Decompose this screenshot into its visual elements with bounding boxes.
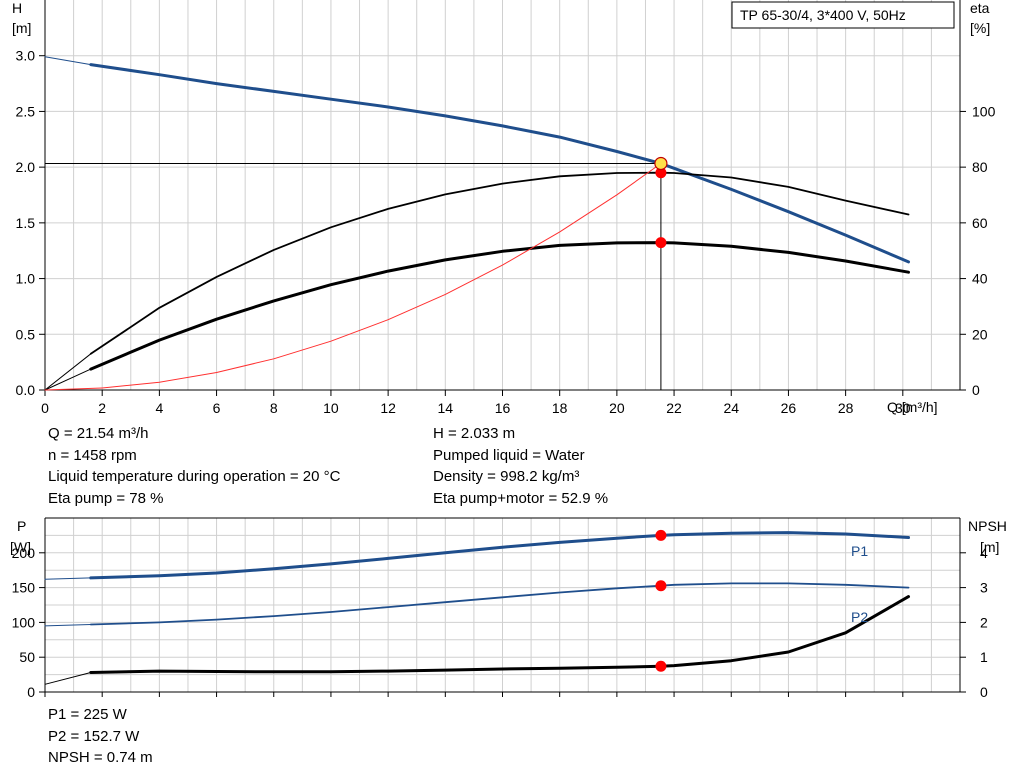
x-tick-label: 24 bbox=[723, 400, 739, 416]
x-tick-label: 22 bbox=[666, 400, 682, 416]
info-flow: Q = 21.54 m³/h bbox=[48, 425, 149, 442]
top-y2-unit: [%] bbox=[970, 20, 990, 36]
info-speed: n = 1458 rpm bbox=[48, 446, 137, 464]
top-y-tick-label: 0.5 bbox=[16, 326, 36, 342]
info-eta-pump-motor: Eta pump+motor = 52.9 % bbox=[433, 489, 609, 507]
eta-pump-motor-marker bbox=[655, 237, 667, 249]
top-chart-title: TP 65-30/4, 3*400 V, 50Hz bbox=[740, 7, 906, 23]
bottom-y2-unit: [m] bbox=[980, 539, 999, 555]
x-tick-label: 8 bbox=[270, 400, 278, 416]
x-axis-label: Q [m³/h] bbox=[887, 399, 938, 415]
top-y2-tick-label: 0 bbox=[972, 382, 980, 398]
top-y-tick-label: 2.0 bbox=[16, 159, 36, 175]
bottom-y2-tick-label: 2 bbox=[980, 614, 988, 630]
bottom-y2-label: NPSH bbox=[968, 518, 1007, 534]
bottom-y-tick-label: 200 bbox=[12, 545, 36, 561]
x-tick-label: 14 bbox=[438, 400, 454, 416]
top-y-tick-label: 1.0 bbox=[16, 271, 36, 287]
curve-eta-pump+motor-extension bbox=[44, 368, 92, 391]
curve-eta-pump bbox=[89, 171, 910, 355]
top-y2-label: eta bbox=[970, 0, 990, 16]
x-tick-label: 4 bbox=[155, 400, 163, 416]
series-label-p1: P1 bbox=[851, 543, 868, 559]
curve-P1-extension bbox=[44, 577, 92, 580]
top-y2-tick-label: 60 bbox=[972, 215, 988, 231]
eta-pump-marker bbox=[655, 167, 667, 179]
info-pumped-liquid: Pumped liquid = Water bbox=[433, 446, 585, 464]
x-tick-label: 10 bbox=[323, 400, 339, 416]
curve-P2 bbox=[89, 582, 910, 626]
top-y2-tick-label: 40 bbox=[972, 271, 988, 287]
x-tick-label: 20 bbox=[609, 400, 625, 416]
info-bottom: P1 = 225 W P2 = 152.7 W NPSH = 0.74 m bbox=[48, 704, 153, 769]
x-tick-label: 12 bbox=[380, 400, 396, 416]
p2-marker bbox=[655, 580, 667, 592]
info-liquid-temperature: Liquid temperature during operation = 20… bbox=[48, 468, 341, 485]
curve-P1 bbox=[89, 531, 910, 580]
head-duty-point-marker bbox=[654, 156, 668, 171]
top-y-tick-label: 2.5 bbox=[16, 103, 36, 119]
info-head: H = 2.033 m bbox=[433, 425, 516, 442]
curve-eta-pump+motor bbox=[89, 241, 910, 371]
bottom-y-tick-label: 100 bbox=[12, 614, 36, 630]
top-y2-tick-label: 20 bbox=[972, 326, 988, 342]
x-tick-label: 0 bbox=[41, 400, 49, 416]
series-label-p2: P2 bbox=[851, 609, 868, 625]
curve-head bbox=[89, 63, 910, 264]
p1-marker bbox=[655, 529, 667, 541]
x-tick-label: 26 bbox=[781, 400, 797, 416]
bottom-y-tick-label: 150 bbox=[12, 580, 36, 596]
bottom-y-label: P bbox=[17, 518, 26, 534]
top-y-label: H bbox=[12, 0, 22, 16]
bottom-y2-tick-label: 1 bbox=[980, 649, 988, 665]
info-density: Density = 998.2 kg/m³ bbox=[433, 468, 580, 485]
top-y2-tick-label: 100 bbox=[972, 103, 996, 119]
bottom-y-tick-label: 0 bbox=[27, 684, 35, 700]
title-box bbox=[731, 1, 955, 29]
x-tick-label: 16 bbox=[495, 400, 511, 416]
info-eta-pump: Eta pump = 78 % bbox=[48, 489, 164, 507]
info-npsh: NPSH = 0.74 m bbox=[48, 749, 153, 766]
bottom-y2-tick-label: 0 bbox=[980, 684, 988, 700]
top-y2-tick-label: 80 bbox=[972, 159, 988, 175]
bottom-y2-tick-label: 3 bbox=[980, 580, 988, 596]
curve-npsh-extension bbox=[44, 672, 92, 685]
x-tick-label: 2 bbox=[98, 400, 106, 416]
top-y-tick-label: 0.0 bbox=[16, 382, 36, 398]
curve-system-curve bbox=[101, 163, 662, 389]
top-y-tick-label: 3.0 bbox=[16, 48, 36, 64]
bottom-y-tick-label: 50 bbox=[19, 649, 35, 665]
curve-system-curve-extension bbox=[44, 387, 103, 391]
info-top-right: H = 2.033 m Pumped liquid = Water Densit… bbox=[433, 423, 608, 509]
info-p1: P1 = 225 W bbox=[48, 706, 127, 723]
bottom-y2-tick-label: 4 bbox=[980, 545, 988, 561]
top-y-unit: [m] bbox=[12, 20, 31, 36]
bottom-y-unit: [W] bbox=[10, 539, 31, 555]
x-tick-label: 28 bbox=[838, 400, 854, 416]
npsh-marker bbox=[655, 660, 667, 672]
info-p2: P2 = 152.7 W bbox=[48, 727, 140, 745]
curve-head-extension bbox=[44, 56, 92, 66]
x-tick-label: 30 bbox=[895, 400, 911, 416]
x-tick-label: 6 bbox=[213, 400, 221, 416]
curve-P2-extension bbox=[44, 624, 92, 627]
info-top-left: Q = 21.54 m³/h n = 1458 rpm Liquid tempe… bbox=[48, 423, 340, 509]
top-y-tick-label: 1.5 bbox=[16, 215, 36, 231]
curve-eta-pump-extension bbox=[44, 353, 92, 391]
x-tick-label: 18 bbox=[552, 400, 568, 416]
curve-npsh bbox=[89, 595, 910, 674]
